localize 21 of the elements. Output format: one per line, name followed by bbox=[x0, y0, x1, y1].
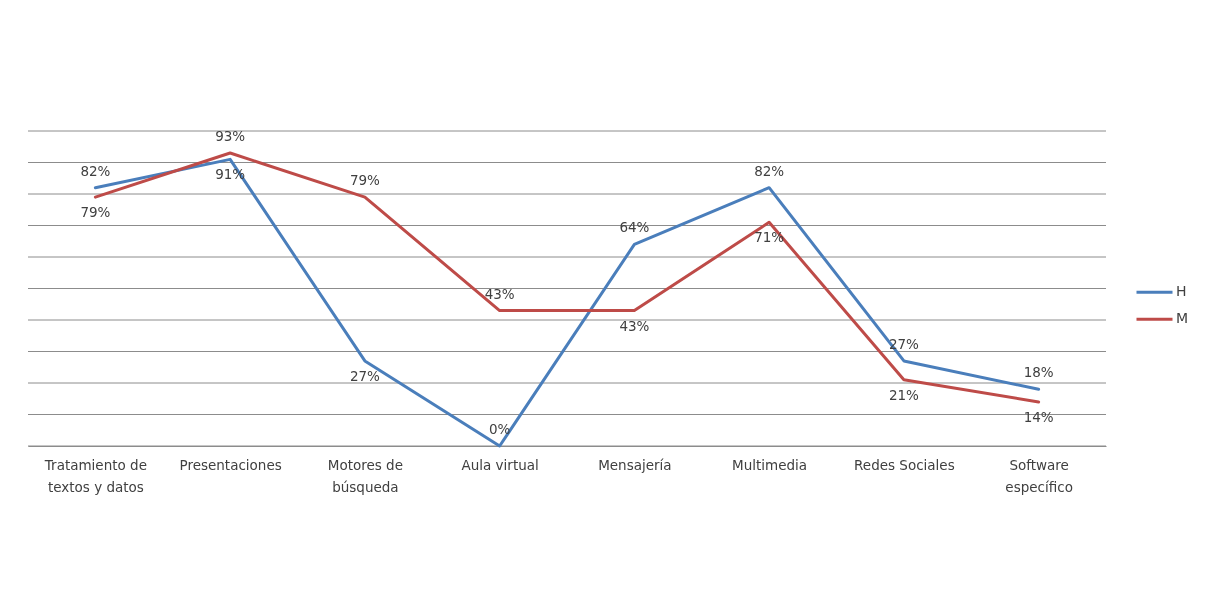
data-label: 79% bbox=[80, 204, 111, 221]
data-label: 82% bbox=[80, 162, 111, 179]
x-tick-label: Motores de búsqueda bbox=[327, 456, 403, 495]
x-tick-label: Presentaciones bbox=[179, 456, 282, 473]
x-tick-label: Aula virtual bbox=[461, 456, 539, 473]
data-label: 93% bbox=[215, 128, 246, 145]
data-label: 18% bbox=[1023, 364, 1054, 381]
data-label: 79% bbox=[349, 172, 381, 189]
data-label: 43% bbox=[619, 317, 650, 334]
data-label: 0% bbox=[488, 421, 511, 437]
legend-label: H bbox=[1176, 283, 1187, 300]
legend-label: M bbox=[1176, 310, 1189, 327]
x-tick-label: Mensajería bbox=[598, 456, 672, 473]
data-label: 43% bbox=[484, 285, 515, 302]
data-label: 82% bbox=[754, 162, 785, 179]
x-tick-label: Redes Sociales bbox=[854, 456, 955, 473]
x-tick-label: Tratamiento de textos y datos bbox=[43, 456, 147, 495]
data-label: 27% bbox=[349, 367, 381, 384]
x-tick-label: Multimedia bbox=[732, 456, 808, 473]
x-tick-label: Software específico bbox=[1005, 456, 1073, 495]
data-label: 21% bbox=[888, 386, 920, 403]
